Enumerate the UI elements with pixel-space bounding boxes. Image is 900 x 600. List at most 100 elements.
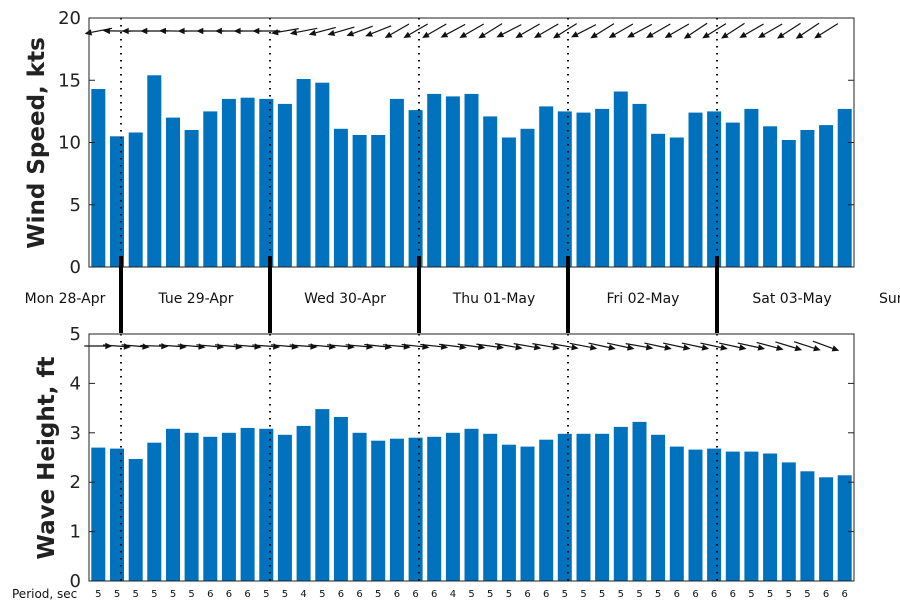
arrow-shaft — [521, 23, 540, 36]
wave-bar — [221, 432, 236, 581]
wind-bar — [203, 111, 218, 268]
y-tick-label: 15 — [58, 70, 81, 91]
arrow-shaft — [334, 26, 355, 34]
wind-direction-arrow — [422, 23, 447, 38]
wind-bar — [91, 89, 106, 267]
period-value: 5 — [636, 589, 642, 600]
arrow-shaft — [476, 343, 498, 348]
arrow-shaft — [782, 22, 801, 36]
period-value: 5 — [748, 589, 754, 600]
wind-bar — [221, 98, 236, 268]
wind-direction-arrow — [664, 23, 690, 38]
wave-bar — [296, 425, 311, 581]
arrow-head — [308, 29, 317, 36]
wind-speed-bars — [91, 75, 852, 268]
period-row: 5 5 5 5 5 5 6 6 6 5 5 4 5 6 6 5 6 6 6 4 5 5 5 6 6 5 5 5 5 5 5 6 6 6 6 5 5 5 5 6… — [95, 589, 848, 600]
arrow-shaft — [681, 342, 703, 349]
period-value: 6 — [431, 589, 437, 600]
period-value: 5 — [151, 589, 157, 600]
wind-direction-arrow — [327, 26, 355, 36]
period-value: 6 — [524, 589, 530, 600]
wind-bar — [427, 93, 442, 268]
arrow-shaft — [196, 344, 218, 348]
arrow-shaft — [633, 23, 653, 35]
wave-bar — [763, 453, 778, 581]
wave-direction-arrow — [438, 343, 467, 350]
y-tick-label: 0 — [70, 257, 81, 278]
arrow-head — [310, 343, 318, 350]
y-tick-label: 4 — [70, 373, 81, 394]
wind-direction-arrow — [571, 24, 597, 38]
y-tick-label: 0 — [70, 571, 81, 592]
wind-bar — [184, 130, 199, 267]
arrow-head — [701, 344, 710, 351]
arrow-head — [627, 31, 635, 38]
period-value: 5 — [468, 589, 474, 600]
arrow-shaft — [539, 23, 559, 36]
arrow-shaft — [644, 342, 666, 349]
wave-plot-frame — [88, 333, 855, 582]
period-value: 5 — [804, 589, 810, 600]
wind-bar — [166, 117, 180, 267]
arrow-head — [121, 27, 129, 35]
arrow-head — [831, 345, 840, 352]
wind-direction-arrows — [84, 22, 839, 39]
period-value: 6 — [674, 589, 680, 600]
day-label: Sat 03-May — [752, 291, 831, 307]
wind-direction-arrow — [758, 23, 783, 38]
wave-bar — [707, 448, 722, 581]
day-label: Wed 30-Apr — [304, 291, 386, 307]
wind-bar — [371, 135, 386, 267]
wind-bar — [669, 137, 684, 267]
arrow-head — [515, 31, 523, 38]
wind-direction-arrow — [478, 23, 503, 39]
period-value: 6 — [338, 589, 344, 600]
period-value: 5 — [487, 589, 493, 600]
arrow-shaft — [102, 344, 125, 348]
arrow-head — [365, 30, 373, 37]
wind-direction-arrow — [721, 22, 745, 39]
wave-bar — [166, 428, 180, 581]
wave-bar — [240, 427, 255, 581]
arrow-shaft — [689, 22, 708, 36]
arrow-shaft — [214, 344, 236, 348]
arrow-shaft — [409, 23, 428, 36]
arrow-head — [159, 27, 166, 35]
wave-direction-arrow — [756, 341, 784, 351]
wind-bar — [501, 137, 516, 267]
period-value: 5 — [95, 589, 101, 600]
wind-bar — [595, 108, 610, 268]
arrow-shaft — [277, 28, 299, 33]
wind-direction-arrow — [346, 25, 373, 37]
wind-direction-arrow — [590, 23, 615, 39]
arrow-head — [739, 31, 747, 38]
period-value: 5 — [562, 589, 568, 600]
arrow-head — [291, 343, 299, 350]
wind-bar — [259, 98, 274, 268]
wave-direction-arrow — [644, 342, 672, 351]
wind-bar — [352, 135, 367, 267]
arrow-shaft — [606, 342, 628, 349]
arrow-head — [683, 344, 691, 351]
wave-height-axis-label: Wave Height, ft — [34, 357, 60, 560]
arrow-shaft — [819, 23, 839, 36]
arrow-shaft — [700, 342, 722, 349]
wave-direction-arrow — [662, 342, 691, 351]
wave-direction-arrow — [793, 341, 821, 352]
period-value: 6 — [394, 589, 400, 600]
wind-direction-arrow — [795, 22, 820, 39]
wind-direction-arrow — [646, 23, 671, 38]
wave-bar — [184, 432, 199, 581]
wind-direction-arrow — [739, 23, 764, 38]
arrow-head — [608, 31, 617, 38]
arrow-head — [720, 344, 728, 351]
period-value: 6 — [842, 589, 848, 600]
arrow-head — [552, 344, 560, 351]
arrow-shaft — [401, 343, 423, 348]
wave-direction-arrow — [737, 342, 766, 351]
arrow-shaft — [382, 344, 404, 348]
arrow-head — [140, 27, 148, 35]
period-value: 5 — [133, 589, 139, 600]
arrow-head — [478, 343, 486, 351]
arrow-head — [198, 343, 206, 350]
